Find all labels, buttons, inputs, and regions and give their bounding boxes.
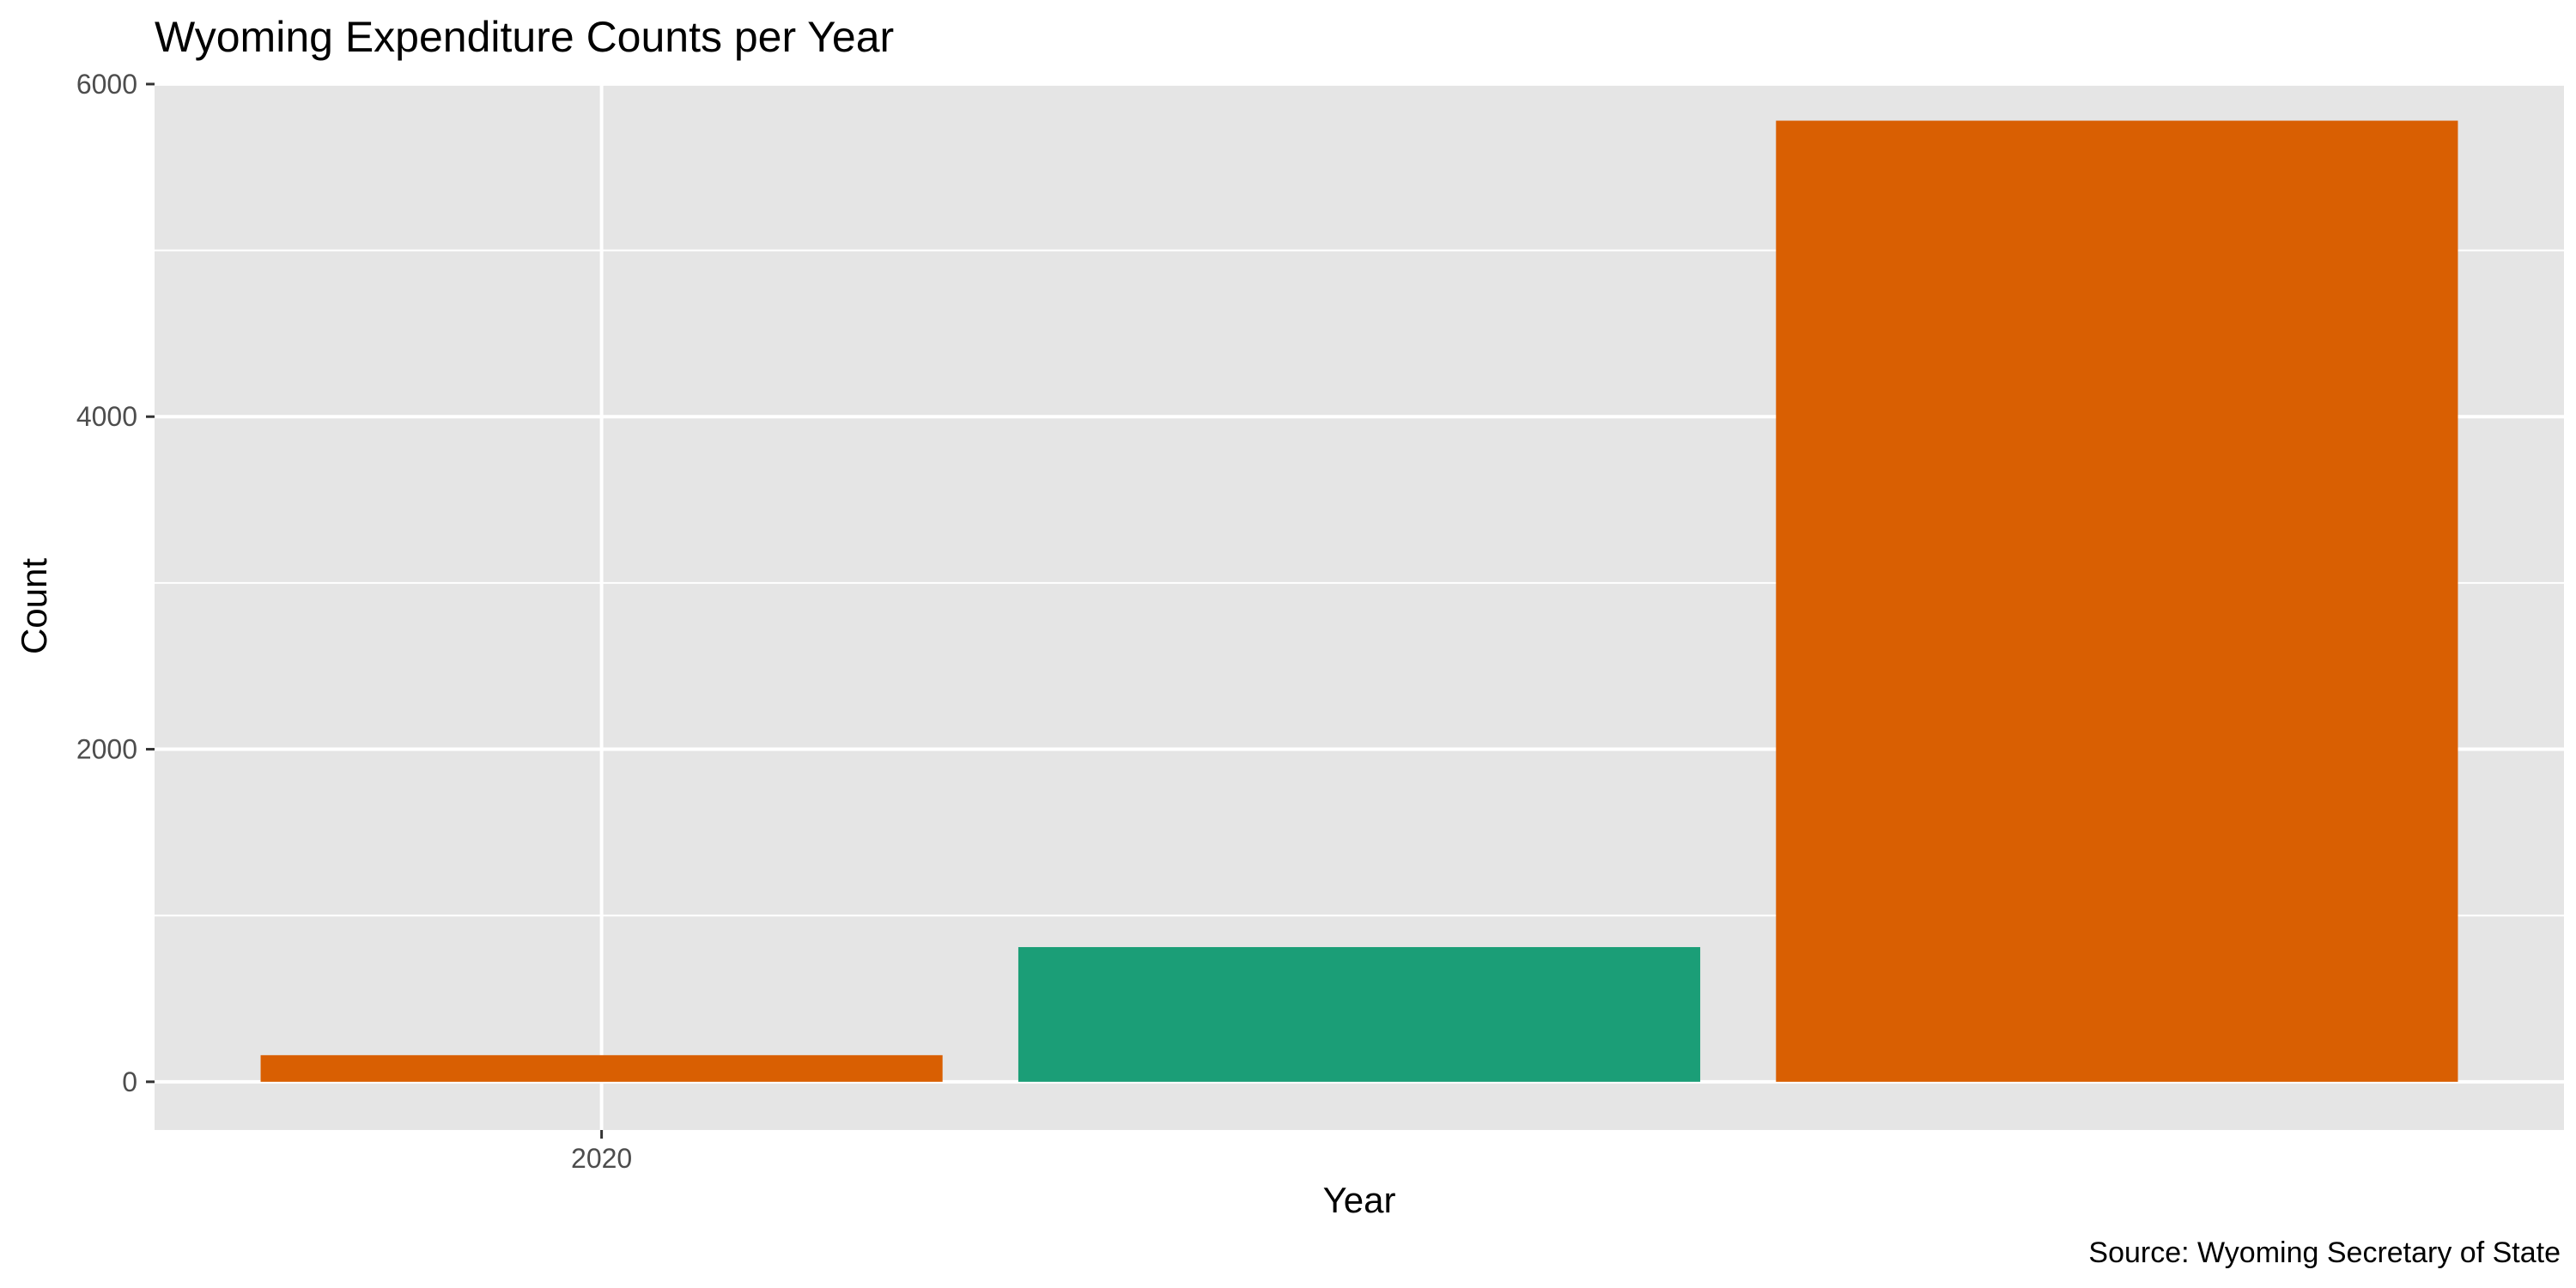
- x-axis: 2020: [571, 1130, 632, 1174]
- bar: [260, 1054, 943, 1082]
- y-tick-label: 6000: [76, 69, 137, 100]
- x-tick-label: 2020: [571, 1143, 632, 1174]
- y-axis: 0 2000 4000 6000: [76, 69, 155, 1097]
- chart-caption: Source: Wyoming Secretary of State: [2088, 1236, 2561, 1269]
- y-tick-label: 2000: [76, 734, 137, 765]
- bar: [1776, 120, 2458, 1082]
- chart-title: Wyoming Expenditure Counts per Year: [155, 13, 894, 61]
- y-axis-title: Count: [14, 558, 54, 654]
- x-axis-title: Year: [1323, 1180, 1396, 1220]
- bar: [1018, 946, 1701, 1082]
- y-tick-label: 0: [122, 1066, 137, 1097]
- y-tick-label: 4000: [76, 401, 137, 432]
- bars: [260, 120, 2458, 1082]
